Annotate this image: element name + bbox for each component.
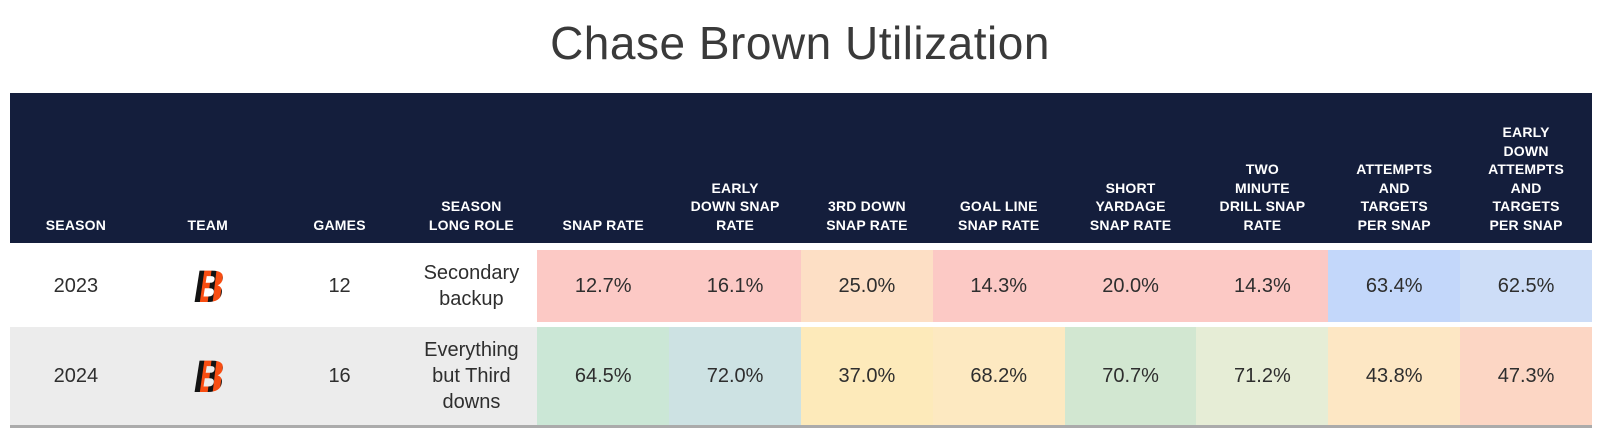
stat-cell-early-down-snap-rate: 16.1% [669, 250, 801, 322]
season-cell: 2024 [10, 327, 142, 425]
role-cell: Secondary backup [405, 250, 538, 322]
table-row-2024: 2024 B 16 Everything but Third downs 64.… [10, 327, 1592, 425]
column-header-short-yardage-snap-rate: SHORT YARDAGE SNAP RATE [1089, 179, 1172, 233]
page-title: Chase Brown Utilization [550, 17, 1050, 69]
column-header-games: GAMES [313, 216, 366, 233]
stat-cell-3rd-down-snap-rate: 37.0% [800, 327, 933, 425]
stat-cell-3rd-down-snap-rate: 25.0% [800, 250, 933, 322]
column-header-early-down-snap-rate: EARLY DOWN SNAP RATE [690, 179, 780, 233]
column-header-early-down-attempts-targets-per-snap: EARLY DOWN ATTEMPTS AND TARGETS PER SNAP [1488, 124, 1565, 233]
stat-cell-two-minute-drill-snap-rate: 14.3% [1196, 250, 1329, 322]
column-header-season-long-role: SEASON LONG ROLE [428, 198, 514, 233]
column-header-goal-line-snap-rate: GOAL LINE SNAP RATE [958, 198, 1040, 233]
utilization-table: SEASON TEAM GAMES SEASON LONG ROLE SNAP … [10, 93, 1592, 428]
column-header-season: SEASON [45, 216, 107, 233]
stat-cell-two-minute-drill-snap-rate: 71.2% [1196, 327, 1329, 425]
role-cell: Everything but Third downs [405, 327, 538, 425]
stat-cell-snap-rate: 12.7% [537, 250, 670, 322]
stat-cell-early-down-attempts-targets-per-snap: 62.5% [1460, 250, 1592, 322]
team-cell: B [141, 327, 274, 425]
games-cell: 12 [273, 250, 406, 322]
stat-cell-attempts-targets-per-snap: 63.4% [1328, 250, 1461, 322]
games-cell: 16 [273, 327, 406, 425]
column-header-snap-rate: SNAP RATE [562, 216, 644, 233]
stat-cell-goal-line-snap-rate: 14.3% [932, 250, 1065, 322]
column-header-team: TEAM [187, 216, 228, 233]
stat-cell-snap-rate: 64.5% [537, 327, 670, 425]
stat-cell-early-down-attempts-targets-per-snap: 47.3% [1460, 327, 1592, 425]
stat-cell-attempts-targets-per-snap: 43.8% [1328, 327, 1461, 425]
table-row-2023: 2023 B 12 Secondary backup 12.7% 16.1% 2… [10, 250, 1592, 322]
team-cell: B [141, 250, 274, 322]
column-header-attempts-targets-per-snap: ATTEMPTS AND TARGETS PER SNAP [1356, 161, 1433, 233]
table-bottom-border [10, 425, 1592, 428]
stat-cell-early-down-snap-rate: 72.0% [669, 327, 801, 425]
stat-cell-short-yardage-snap-rate: 20.0% [1064, 250, 1197, 322]
stat-cell-short-yardage-snap-rate: 70.7% [1064, 327, 1197, 425]
bengals-logo-icon: B [188, 267, 230, 305]
column-header-3rd-down-snap-rate: 3RD DOWN SNAP RATE [826, 198, 908, 233]
table-header-row: SEASON TEAM GAMES SEASON LONG ROLE SNAP … [10, 93, 1592, 243]
bengals-logo-icon: B [188, 357, 230, 395]
column-header-two-minute-drill-snap-rate: TWO MINUTE DRILL SNAP RATE [1219, 161, 1306, 233]
stat-cell-goal-line-snap-rate: 68.2% [932, 327, 1065, 425]
season-cell: 2023 [10, 250, 142, 322]
